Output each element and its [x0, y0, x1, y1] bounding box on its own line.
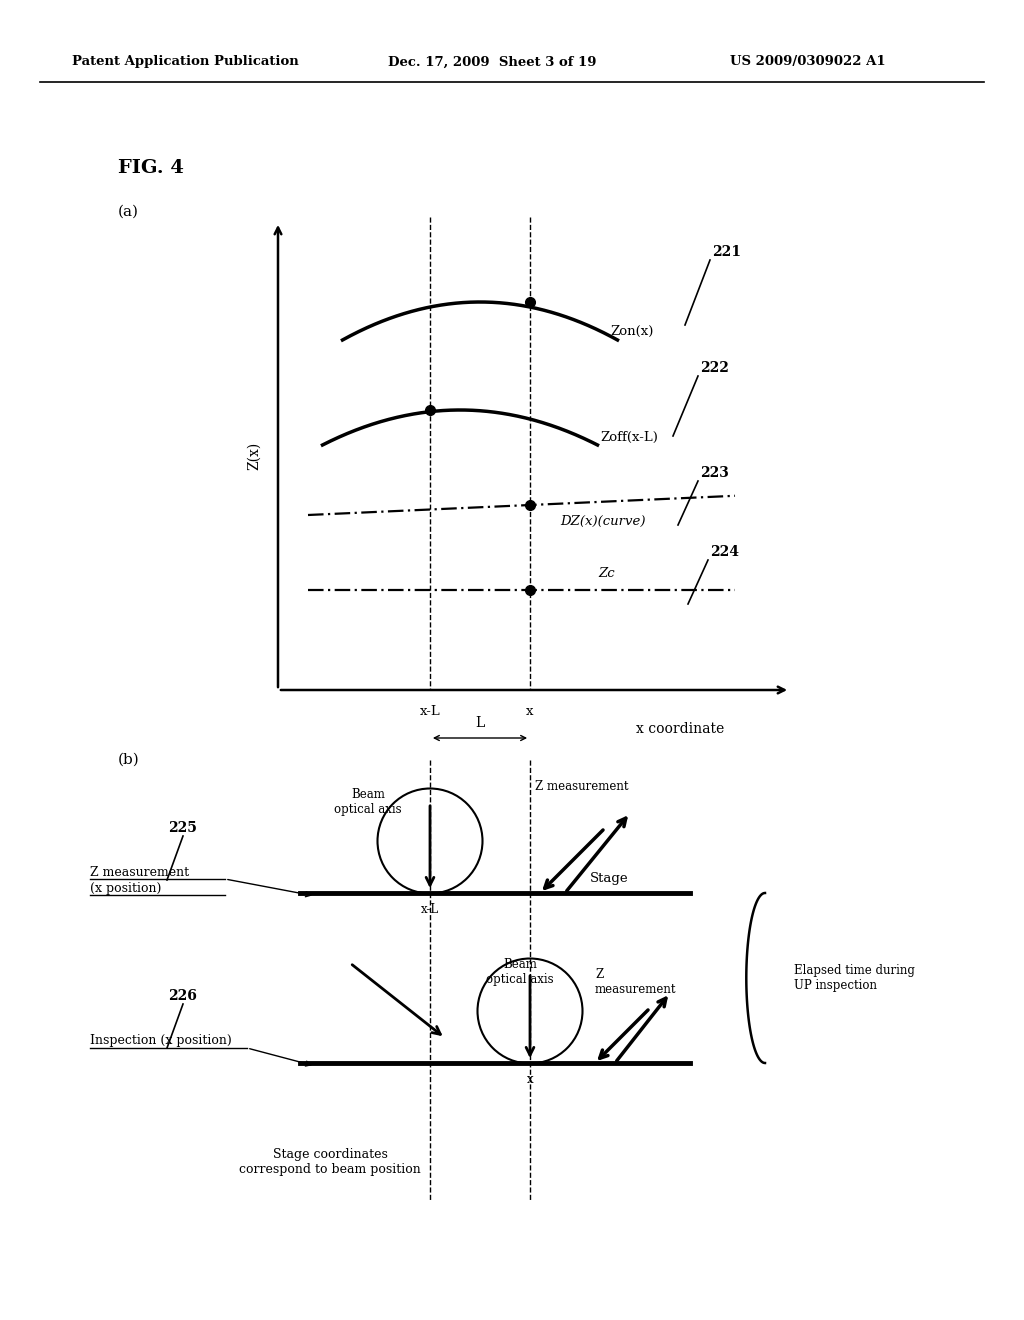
Text: Dec. 17, 2009  Sheet 3 of 19: Dec. 17, 2009 Sheet 3 of 19: [388, 55, 597, 69]
Text: L: L: [475, 715, 484, 730]
Text: Patent Application Publication: Patent Application Publication: [72, 55, 299, 69]
Text: US 2009/0309022 A1: US 2009/0309022 A1: [730, 55, 886, 69]
Text: x-L: x-L: [420, 705, 440, 718]
Text: 224: 224: [710, 545, 739, 558]
Text: 222: 222: [700, 360, 729, 375]
Text: Inspection (x position): Inspection (x position): [90, 1034, 231, 1047]
Text: x-L: x-L: [421, 903, 439, 916]
Text: Zon(x): Zon(x): [610, 325, 653, 338]
Text: x coordinate: x coordinate: [636, 722, 724, 737]
Text: Elapsed time during
UP inspection: Elapsed time during UP inspection: [795, 964, 915, 993]
Text: Stage: Stage: [590, 873, 629, 884]
Text: (x position): (x position): [90, 882, 162, 895]
Text: (a): (a): [118, 205, 139, 219]
Text: Zoff(x-L): Zoff(x-L): [600, 432, 657, 444]
Text: Beam
optical axis: Beam optical axis: [486, 958, 554, 986]
Text: Z measurement: Z measurement: [90, 866, 189, 879]
Text: x: x: [526, 705, 534, 718]
Text: 221: 221: [712, 246, 741, 259]
Text: Z measurement: Z measurement: [535, 780, 629, 793]
Text: Z(x): Z(x): [247, 442, 261, 470]
Text: Zc: Zc: [598, 568, 614, 579]
Text: Stage coordinates
correspond to beam position: Stage coordinates correspond to beam pos…: [240, 1148, 421, 1176]
Text: 225: 225: [168, 821, 197, 836]
Text: (b): (b): [118, 752, 139, 767]
Text: Beam
optical axis: Beam optical axis: [334, 788, 401, 816]
Text: DZ(x)(curve): DZ(x)(curve): [560, 515, 645, 528]
Text: Z
measurement: Z measurement: [595, 968, 677, 997]
Text: 223: 223: [700, 466, 729, 480]
Text: x: x: [526, 1073, 534, 1086]
Text: FIG. 4: FIG. 4: [118, 158, 184, 177]
Text: 226: 226: [168, 989, 197, 1003]
